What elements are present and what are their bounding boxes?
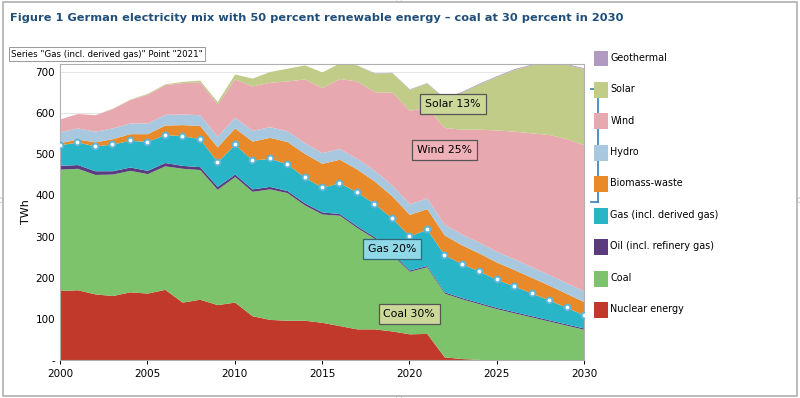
Text: Solar: Solar: [610, 84, 635, 94]
Text: ○: ○: [797, 197, 800, 203]
Text: ○: ○: [395, 395, 402, 398]
Text: Series "Gas (incl. derived gas)" Point "2021": Series "Gas (incl. derived gas)" Point "…: [11, 50, 203, 59]
Text: Figure 1 German electricity mix with 50 percent renewable energy – coal at 30 pe: Figure 1 German electricity mix with 50 …: [10, 13, 623, 23]
Text: Wind: Wind: [610, 115, 634, 126]
Text: ○: ○: [395, 0, 402, 3]
Text: ○: ○: [0, 197, 3, 203]
Text: Wind 25%: Wind 25%: [417, 145, 472, 155]
Text: Gas (incl. derived gas): Gas (incl. derived gas): [610, 210, 718, 220]
Text: Nuclear energy: Nuclear energy: [610, 304, 684, 314]
Y-axis label: TWh: TWh: [22, 199, 31, 224]
Text: Coal: Coal: [610, 273, 632, 283]
Text: Oil (incl. refinery gas): Oil (incl. refinery gas): [610, 241, 714, 252]
Text: Hydro: Hydro: [610, 147, 639, 157]
Text: Biomass-waste: Biomass-waste: [610, 178, 683, 189]
Text: Gas 20%: Gas 20%: [368, 244, 416, 254]
Text: Solar 13%: Solar 13%: [426, 99, 481, 109]
Text: Coal 30%: Coal 30%: [383, 309, 435, 319]
Text: Geothermal: Geothermal: [610, 53, 667, 63]
